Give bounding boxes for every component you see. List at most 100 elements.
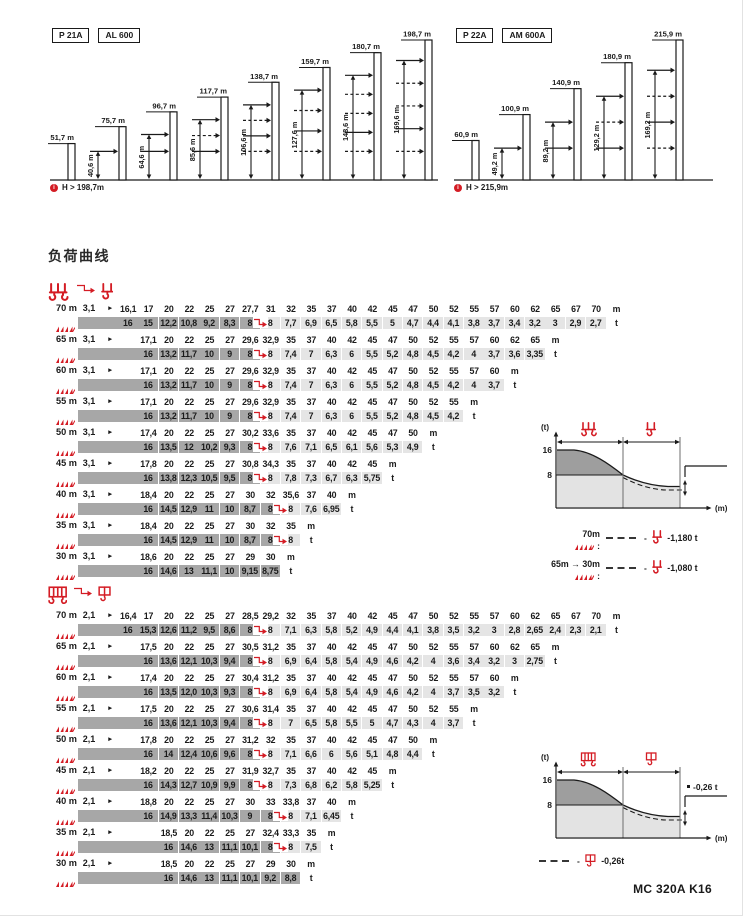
jib-length: 55 m	[56, 703, 77, 713]
radius-value: 55	[449, 642, 459, 652]
load-value: 5,1	[362, 747, 382, 760]
minichart-legend: 70m: - -1,180 t 65m → 30m: - -1,080 t	[528, 524, 740, 581]
radius-value: 20	[164, 673, 174, 683]
load-value: 6,5	[321, 316, 341, 329]
load-unit: t	[309, 534, 313, 545]
arrow-right-marker: ►	[107, 642, 114, 650]
load-value: 7,1	[301, 440, 321, 453]
radius-value: 22	[184, 366, 195, 376]
load-value: 4,5	[423, 347, 443, 360]
load-value: 5,2	[382, 347, 403, 360]
tower-mast	[573, 88, 582, 181]
radius-value: 31,9	[242, 766, 259, 776]
radius-value: 50	[408, 735, 418, 745]
radius-value: 20	[164, 552, 174, 562]
model-tag: AL 600	[98, 28, 141, 43]
radius-value: 20	[184, 859, 195, 869]
radius-value: 50	[408, 335, 418, 345]
tower-height-label: 215,9 m	[654, 30, 682, 39]
load-curve-zigzag	[56, 688, 76, 706]
legend-row: 65m → 30m: - -1,080 t	[538, 554, 740, 581]
two-fall-hook-icon	[645, 422, 657, 437]
radius-value: 25	[204, 397, 215, 407]
min-radius: 2,1	[82, 796, 96, 806]
tower-height-label: 198,7 m	[403, 30, 431, 39]
load-value: 5,3	[382, 440, 403, 453]
load-value: 10,3	[199, 685, 219, 698]
radius-value: 40	[326, 673, 337, 683]
radius-value: 27	[225, 735, 235, 745]
config-switch-arrow-icon	[252, 472, 268, 483]
load-value: 9,3	[219, 440, 240, 453]
radius-value: 35	[286, 704, 296, 714]
jib-length: 30 m	[56, 858, 77, 868]
load-chart-row-60m: 60 m 2,1 ► 17,4 20 22 25 27 30,4 31,2 35 37 40 42 45 47…	[48, 672, 708, 703]
radius-unit: m	[612, 304, 621, 314]
load-value: 7,3	[280, 778, 301, 791]
load-curve-zigzag-icon	[56, 574, 76, 581]
radius-value: 42	[347, 673, 357, 683]
load-value: 5	[362, 716, 382, 729]
load-curve-zigzag	[56, 781, 76, 799]
radius-value: 35	[306, 611, 317, 621]
min-radius: 3,1	[82, 551, 96, 561]
radius-value: 57	[489, 304, 500, 314]
svg-text:8: 8	[547, 800, 552, 810]
radius-value: 29	[265, 859, 276, 869]
radius-value: 22	[184, 428, 195, 438]
min-radius: 3,1	[82, 427, 96, 437]
load-value: 10,1	[240, 840, 260, 853]
load-value: 3,6	[443, 654, 464, 667]
model-tags: P 21A AL 600	[52, 28, 141, 43]
load-curve-minichart-2: (t) (m) 16 8 -0,26 t - -0,26t	[528, 750, 740, 870]
svg-text:(t): (t)	[541, 423, 549, 432]
load-value: 4,4	[423, 316, 443, 329]
radius-value: 27	[225, 366, 235, 376]
radius-value: 27	[225, 797, 235, 807]
radius-value: 42	[347, 642, 357, 652]
load-value: 4,8	[402, 378, 423, 391]
climb-height-label: 64,6 m	[137, 145, 146, 168]
radius-value: 17,5	[140, 704, 157, 714]
model-tag: P 21A	[52, 28, 90, 43]
load-value: 13,3	[179, 809, 199, 822]
load-unit: t	[289, 565, 293, 576]
load-value: 16	[138, 471, 158, 484]
load-value: 8,7	[240, 502, 260, 515]
radius-value: 52	[449, 611, 459, 621]
radius-value: 30,5	[242, 642, 259, 652]
equals-mark: -	[644, 532, 647, 543]
load-value: 3,7	[484, 347, 504, 360]
radius-value: 47	[388, 704, 398, 714]
arrow-right-marker: ►	[107, 735, 114, 743]
four-fall-trolley-icon	[48, 586, 68, 604]
min-radius: 3,1	[82, 520, 96, 530]
tower-mast	[624, 62, 633, 181]
radius-value: 20	[164, 797, 174, 807]
tower-height-label: 138,7 m	[250, 72, 278, 81]
radius-value: 28,5	[242, 611, 259, 621]
load-value: 6,3	[321, 347, 341, 360]
radius-value: 34,3	[262, 459, 280, 469]
config-switch-arrow	[252, 717, 268, 728]
load-value: 16	[138, 809, 158, 822]
radius-value: 17,1	[140, 397, 157, 407]
radius-value: 47	[388, 642, 398, 652]
load-value: 5,2	[382, 409, 403, 422]
radius-unit: m	[510, 366, 519, 376]
load-row-bar	[78, 316, 118, 329]
load-value: 6,5	[301, 716, 321, 729]
radius-value: 18,5	[160, 859, 178, 869]
load-value: 10,2	[199, 440, 219, 453]
load-value: 14,5	[158, 502, 179, 515]
load-value: 10	[199, 378, 219, 391]
radius-value: 42	[367, 304, 378, 314]
radius-value: 29	[245, 552, 256, 562]
load-value: 4,7	[402, 316, 423, 329]
load-value: 13	[179, 564, 199, 577]
load-chart-row-70m: 70 m 2,1 ► 16,4 17 20 22 25 27 28,5 29,2 32 35 37 40 42…	[48, 610, 708, 641]
dashed-line-sample	[606, 566, 638, 569]
radius-value: 37	[306, 397, 317, 407]
load-value: 11,7	[179, 347, 199, 360]
